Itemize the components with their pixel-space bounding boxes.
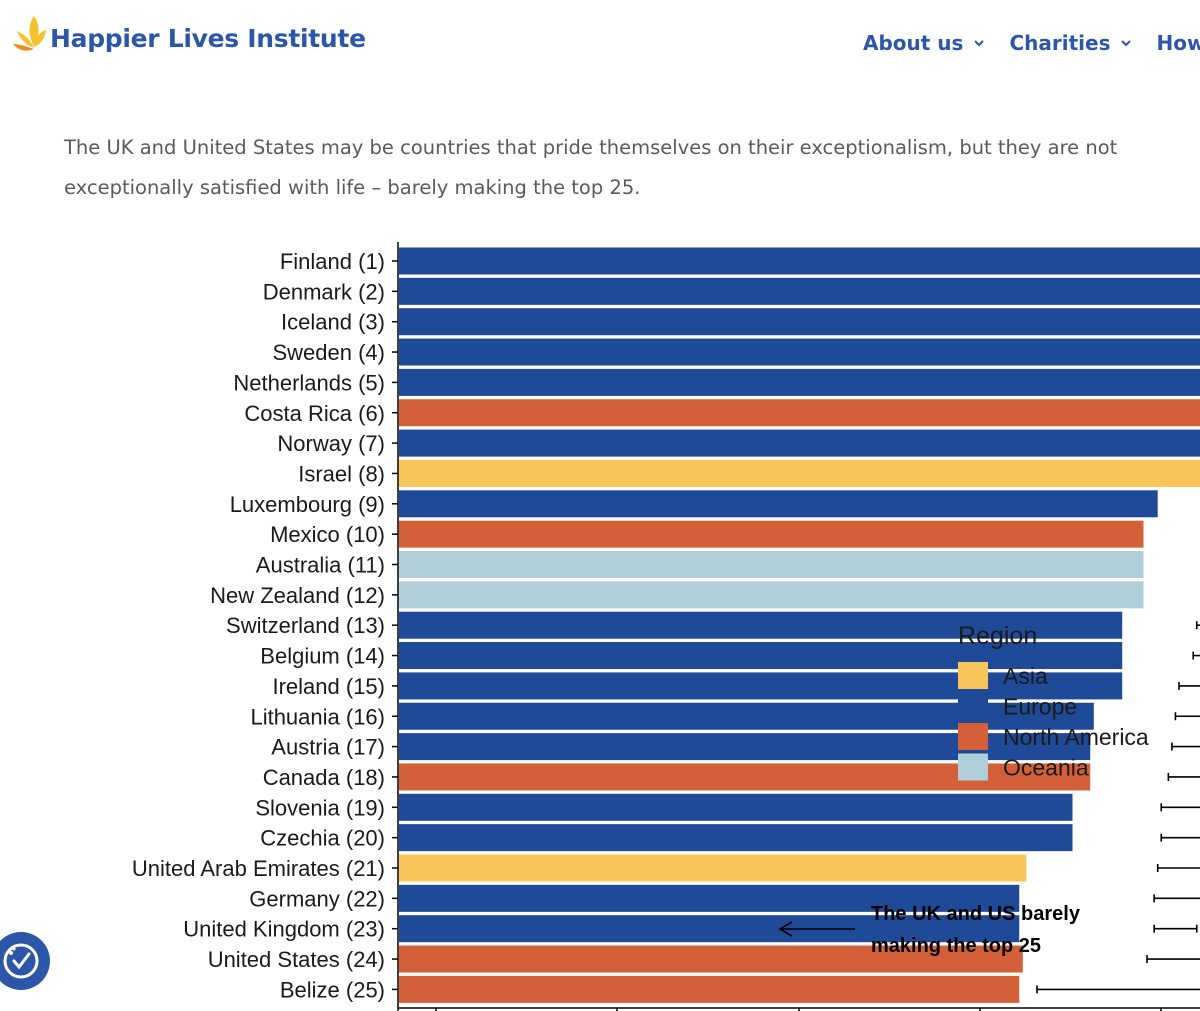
nav-label: How — [1156, 31, 1200, 55]
y-tick-label: Switzerland (13) — [226, 613, 385, 638]
bar — [399, 642, 1123, 670]
nav-label: Charities — [1009, 31, 1111, 55]
nav-how[interactable]: How — [1156, 31, 1200, 55]
y-tick-label: Belize (25) — [280, 977, 385, 1002]
y-tick-label: United States (24) — [208, 947, 385, 972]
legend-swatch — [958, 662, 988, 689]
y-tick-label: United Arab Emirates (21) — [132, 856, 385, 881]
legend-label: Oceania — [1003, 755, 1089, 781]
nav-label: About us — [863, 31, 964, 55]
accessibility-icon — [3, 943, 39, 979]
bar — [399, 884, 1020, 912]
bar — [399, 672, 1123, 700]
y-tick-label: Lithuania (16) — [250, 704, 385, 729]
bar — [399, 520, 1144, 548]
bar — [399, 824, 1073, 852]
y-tick-label: Australia (11) — [256, 553, 385, 578]
annotation-arrowhead — [778, 921, 793, 937]
y-tick-label: Norway (7) — [277, 431, 385, 456]
y-tick-label: Israel (8) — [298, 461, 385, 486]
accessibility-button[interactable] — [0, 932, 50, 990]
bar — [399, 702, 1094, 730]
y-tick-label: Mexico (10) — [270, 522, 385, 547]
y-tick-label: Finland (1) — [280, 249, 385, 274]
bar — [399, 945, 1023, 973]
legend-swatch — [958, 723, 988, 750]
nav-charities[interactable]: Charities — [1009, 31, 1132, 55]
bar — [399, 551, 1144, 578]
bar — [399, 854, 1027, 882]
y-tick-label: United Kingdom (23) — [183, 917, 385, 942]
y-tick-label: Luxembourg (9) — [230, 492, 385, 517]
y-tick-label: Denmark (2) — [263, 279, 385, 304]
bar — [399, 429, 1200, 457]
legend-label: North America — [1003, 724, 1149, 750]
bar — [399, 368, 1200, 396]
y-tick-label: Iceland (3) — [281, 310, 385, 335]
bar — [399, 793, 1073, 821]
legend-label: Asia — [1003, 663, 1048, 689]
bar — [399, 247, 1200, 275]
y-tick-label: Austria (17) — [271, 735, 385, 760]
logo-text: Happier Lives Institute — [50, 23, 366, 53]
legend-title: Region — [958, 622, 1037, 650]
y-tick-label: Costa Rica (6) — [244, 401, 385, 426]
legend-swatch — [958, 753, 988, 781]
y-tick-label: Czechia (20) — [260, 826, 385, 851]
nav-about-us[interactable]: About us — [863, 31, 985, 55]
chevron-down-icon — [1121, 40, 1132, 47]
bar — [399, 611, 1123, 639]
legend-swatch — [958, 692, 988, 720]
site-header: Happier Lives Institute About us Chariti… — [0, 0, 1200, 90]
bar — [399, 915, 1020, 943]
bar — [399, 581, 1144, 609]
y-tick-label: Sweden (4) — [272, 340, 385, 365]
annotation-text: The UK and US barely — [871, 903, 1081, 925]
bar — [399, 399, 1200, 427]
y-tick-label: Slovenia (19) — [255, 795, 385, 820]
bar — [399, 277, 1200, 305]
bar — [399, 308, 1200, 336]
bar — [399, 490, 1158, 518]
bar — [399, 459, 1200, 487]
logo[interactable]: Happier Lives Institute — [12, 14, 366, 56]
legend-label: Europe — [1003, 694, 1077, 720]
main-nav: About us Charities How — [863, 31, 1200, 55]
annotation-text: making the top 25 — [871, 935, 1041, 957]
happiness-bar-chart: Finland (1) Denmark (2) Iceland (3) Sweden … — [132, 242, 1200, 1011]
y-tick-label: Germany (22) — [249, 886, 385, 911]
y-tick-label: Ireland (15) — [272, 674, 385, 699]
y-tick-label: New Zealand (12) — [210, 583, 385, 608]
bar — [399, 338, 1200, 366]
bar — [399, 975, 1020, 1003]
y-tick-label: Belgium (14) — [260, 644, 385, 669]
chevron-down-icon — [974, 40, 985, 47]
intro-paragraph: The UK and United States may be countrie… — [64, 136, 1118, 199]
y-tick-label: Canada (18) — [263, 765, 385, 790]
sun-logo-icon — [13, 16, 46, 51]
y-tick-label: Netherlands (5) — [233, 370, 385, 395]
